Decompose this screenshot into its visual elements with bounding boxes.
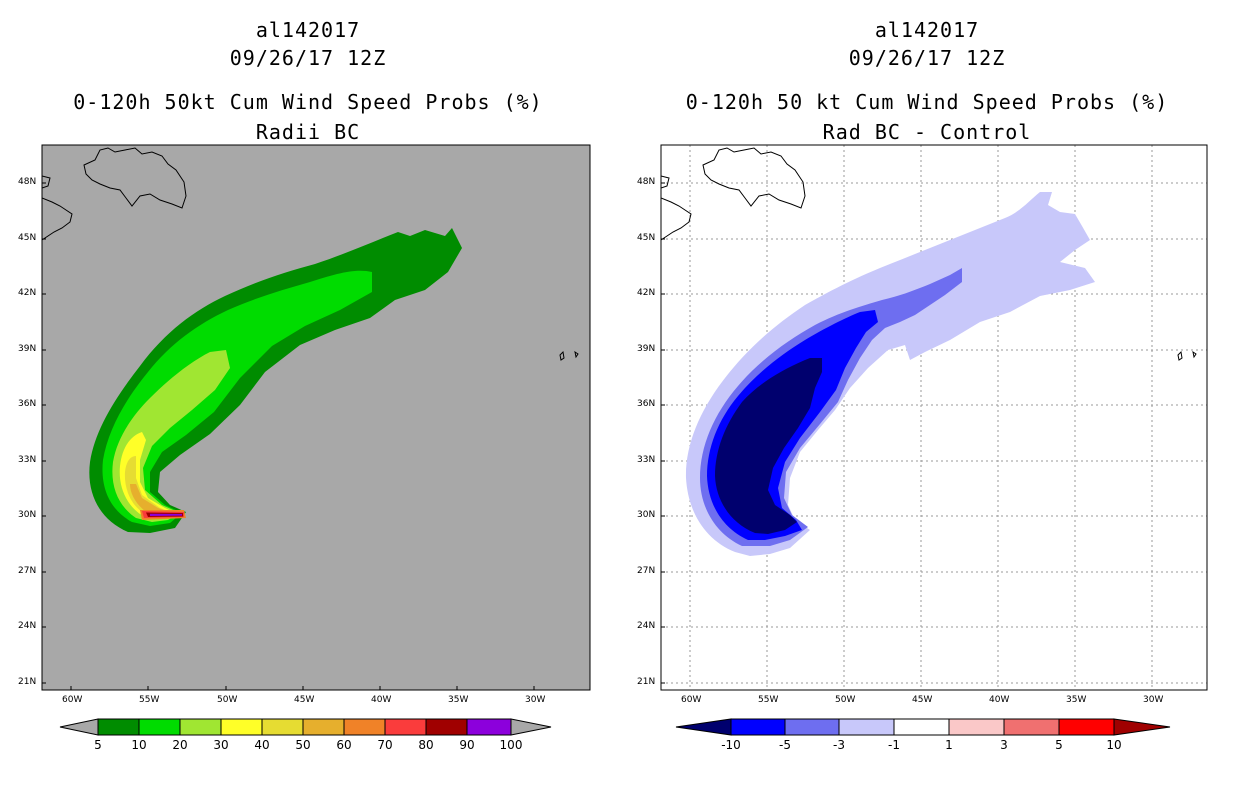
left-cb-label-40: 40 [254, 738, 270, 752]
left-lat-27: 27N [18, 566, 37, 576]
right-lat-42: 42N [637, 288, 656, 298]
right-title: 0-120h 50 kt Cum Wind Speed Probs (%) [685, 90, 1169, 114]
left-cb-label-20: 20 [172, 738, 188, 752]
left-map-frame [41, 144, 591, 691]
left-lat-42: 42N [18, 288, 37, 298]
left-lon-30: 30W [525, 695, 546, 705]
left-map [41, 144, 591, 691]
right-lat-30: 30N [637, 510, 656, 520]
left-cb-label-10: 10 [131, 738, 147, 752]
right-storm-id: al142017 [874, 18, 980, 42]
right-colorbar-cell-5 [1058, 718, 1115, 736]
right-subtitle: Rad BC - Control [822, 120, 1032, 144]
right-lat-21: 21N [637, 677, 656, 687]
axis-ticks [42, 182, 665, 690]
left-colorbar-cell-10 [138, 718, 181, 736]
left-colorbar [59, 718, 552, 736]
left-lat-21: 21N [18, 677, 37, 687]
left-cb-label-60: 60 [336, 738, 352, 752]
right-lat-39: 39N [637, 344, 656, 354]
right-colorbar-cell-3 [1003, 718, 1060, 736]
left-colorbar-cell-90 [466, 718, 512, 736]
right-lat-24: 24N [637, 621, 656, 631]
left-cb-label-30: 30 [213, 738, 229, 752]
left-colorbar-cell-60 [343, 718, 386, 736]
right-cb-label-10: 10 [1106, 738, 1122, 752]
right-coastline [661, 147, 1197, 361]
left-prob-20 [112, 350, 230, 522]
right-lon-50: 50W [835, 695, 856, 705]
left-lat-36: 36N [18, 399, 37, 409]
left-lat-33: 33N [18, 455, 37, 465]
right-colorbar-cell-minus5 [784, 718, 840, 736]
right-cb-label-5: 5 [1055, 738, 1063, 752]
right-lat-33: 33N [637, 455, 656, 465]
right-colorbar-cell-1 [948, 718, 1005, 736]
right-lon-30: 30W [1143, 695, 1164, 705]
left-colorbar-low-arrow [59, 718, 99, 736]
left-lon-60: 60W [62, 695, 83, 705]
right-map-frame [660, 144, 1208, 691]
right-colorbar-low-arrow [675, 718, 732, 736]
right-cb-label-minus3: -3 [833, 738, 845, 752]
right-map [660, 144, 1208, 691]
right-lat-27: 27N [637, 566, 656, 576]
right-lat-48: 48N [637, 177, 656, 187]
left-prob-90 [150, 513, 182, 516]
left-lat-24: 24N [18, 621, 37, 631]
right-diff-minus10 [715, 358, 822, 534]
left-lon-40: 40W [371, 695, 392, 705]
left-lon-55: 55W [139, 695, 160, 705]
right-cb-label-minus5: -5 [779, 738, 791, 752]
right-cb-label-minus1: -1 [888, 738, 900, 752]
left-lat-30: 30N [18, 510, 37, 520]
left-storm-id: al142017 [255, 18, 361, 42]
right-colorbar-cell-minus1 [893, 718, 950, 736]
right-cb-label-3: 3 [1000, 738, 1008, 752]
right-lon-40: 40W [989, 695, 1010, 705]
left-colorbar-cell-80 [425, 718, 468, 736]
right-cb-label-minus10: -10 [721, 738, 741, 752]
right-colorbar-cell-minus10 [730, 718, 786, 736]
left-cb-label-100: 100 [499, 738, 523, 752]
left-subtitle: Radii BC [255, 120, 361, 144]
left-colorbar-cell-20 [179, 718, 222, 736]
left-coastline [42, 147, 579, 361]
left-lat-45: 45N [18, 233, 37, 243]
left-cb-label-50: 50 [295, 738, 311, 752]
left-cb-label-70: 70 [377, 738, 393, 752]
left-lon-45: 45W [294, 695, 315, 705]
right-colorbar-cell-minus3 [838, 718, 895, 736]
left-colorbar-cell-70 [384, 718, 427, 736]
left-prob-5 [89, 228, 462, 533]
left-colorbar-cell-30 [220, 718, 263, 736]
left-colorbar-cell-5 [97, 718, 140, 736]
left-colorbar-cell-40 [261, 718, 304, 736]
right-datetime: 09/26/17 12Z [848, 46, 1006, 70]
left-lon-35: 35W [448, 695, 469, 705]
right-cb-label-1: 1 [945, 738, 953, 752]
right-lon-45: 45W [912, 695, 933, 705]
left-cb-label-90: 90 [459, 738, 475, 752]
right-colorbar [675, 718, 1171, 736]
right-lon-55: 55W [758, 695, 779, 705]
left-cb-label-80: 80 [418, 738, 434, 752]
left-cb-label-5: 5 [94, 738, 102, 752]
left-datetime: 09/26/17 12Z [229, 46, 387, 70]
left-title: 0-120h 50kt Cum Wind Speed Probs (%) [73, 90, 543, 114]
right-lon-60: 60W [681, 695, 702, 705]
left-colorbar-cell-50 [302, 718, 345, 736]
left-lat-48: 48N [18, 177, 37, 187]
right-colorbar-high-arrow [1113, 718, 1171, 736]
right-lat-36: 36N [637, 399, 656, 409]
left-lon-50: 50W [217, 695, 238, 705]
right-lon-35: 35W [1066, 695, 1087, 705]
right-lat-45: 45N [637, 233, 656, 243]
left-colorbar-high-arrow [510, 718, 552, 736]
left-lat-39: 39N [18, 344, 37, 354]
